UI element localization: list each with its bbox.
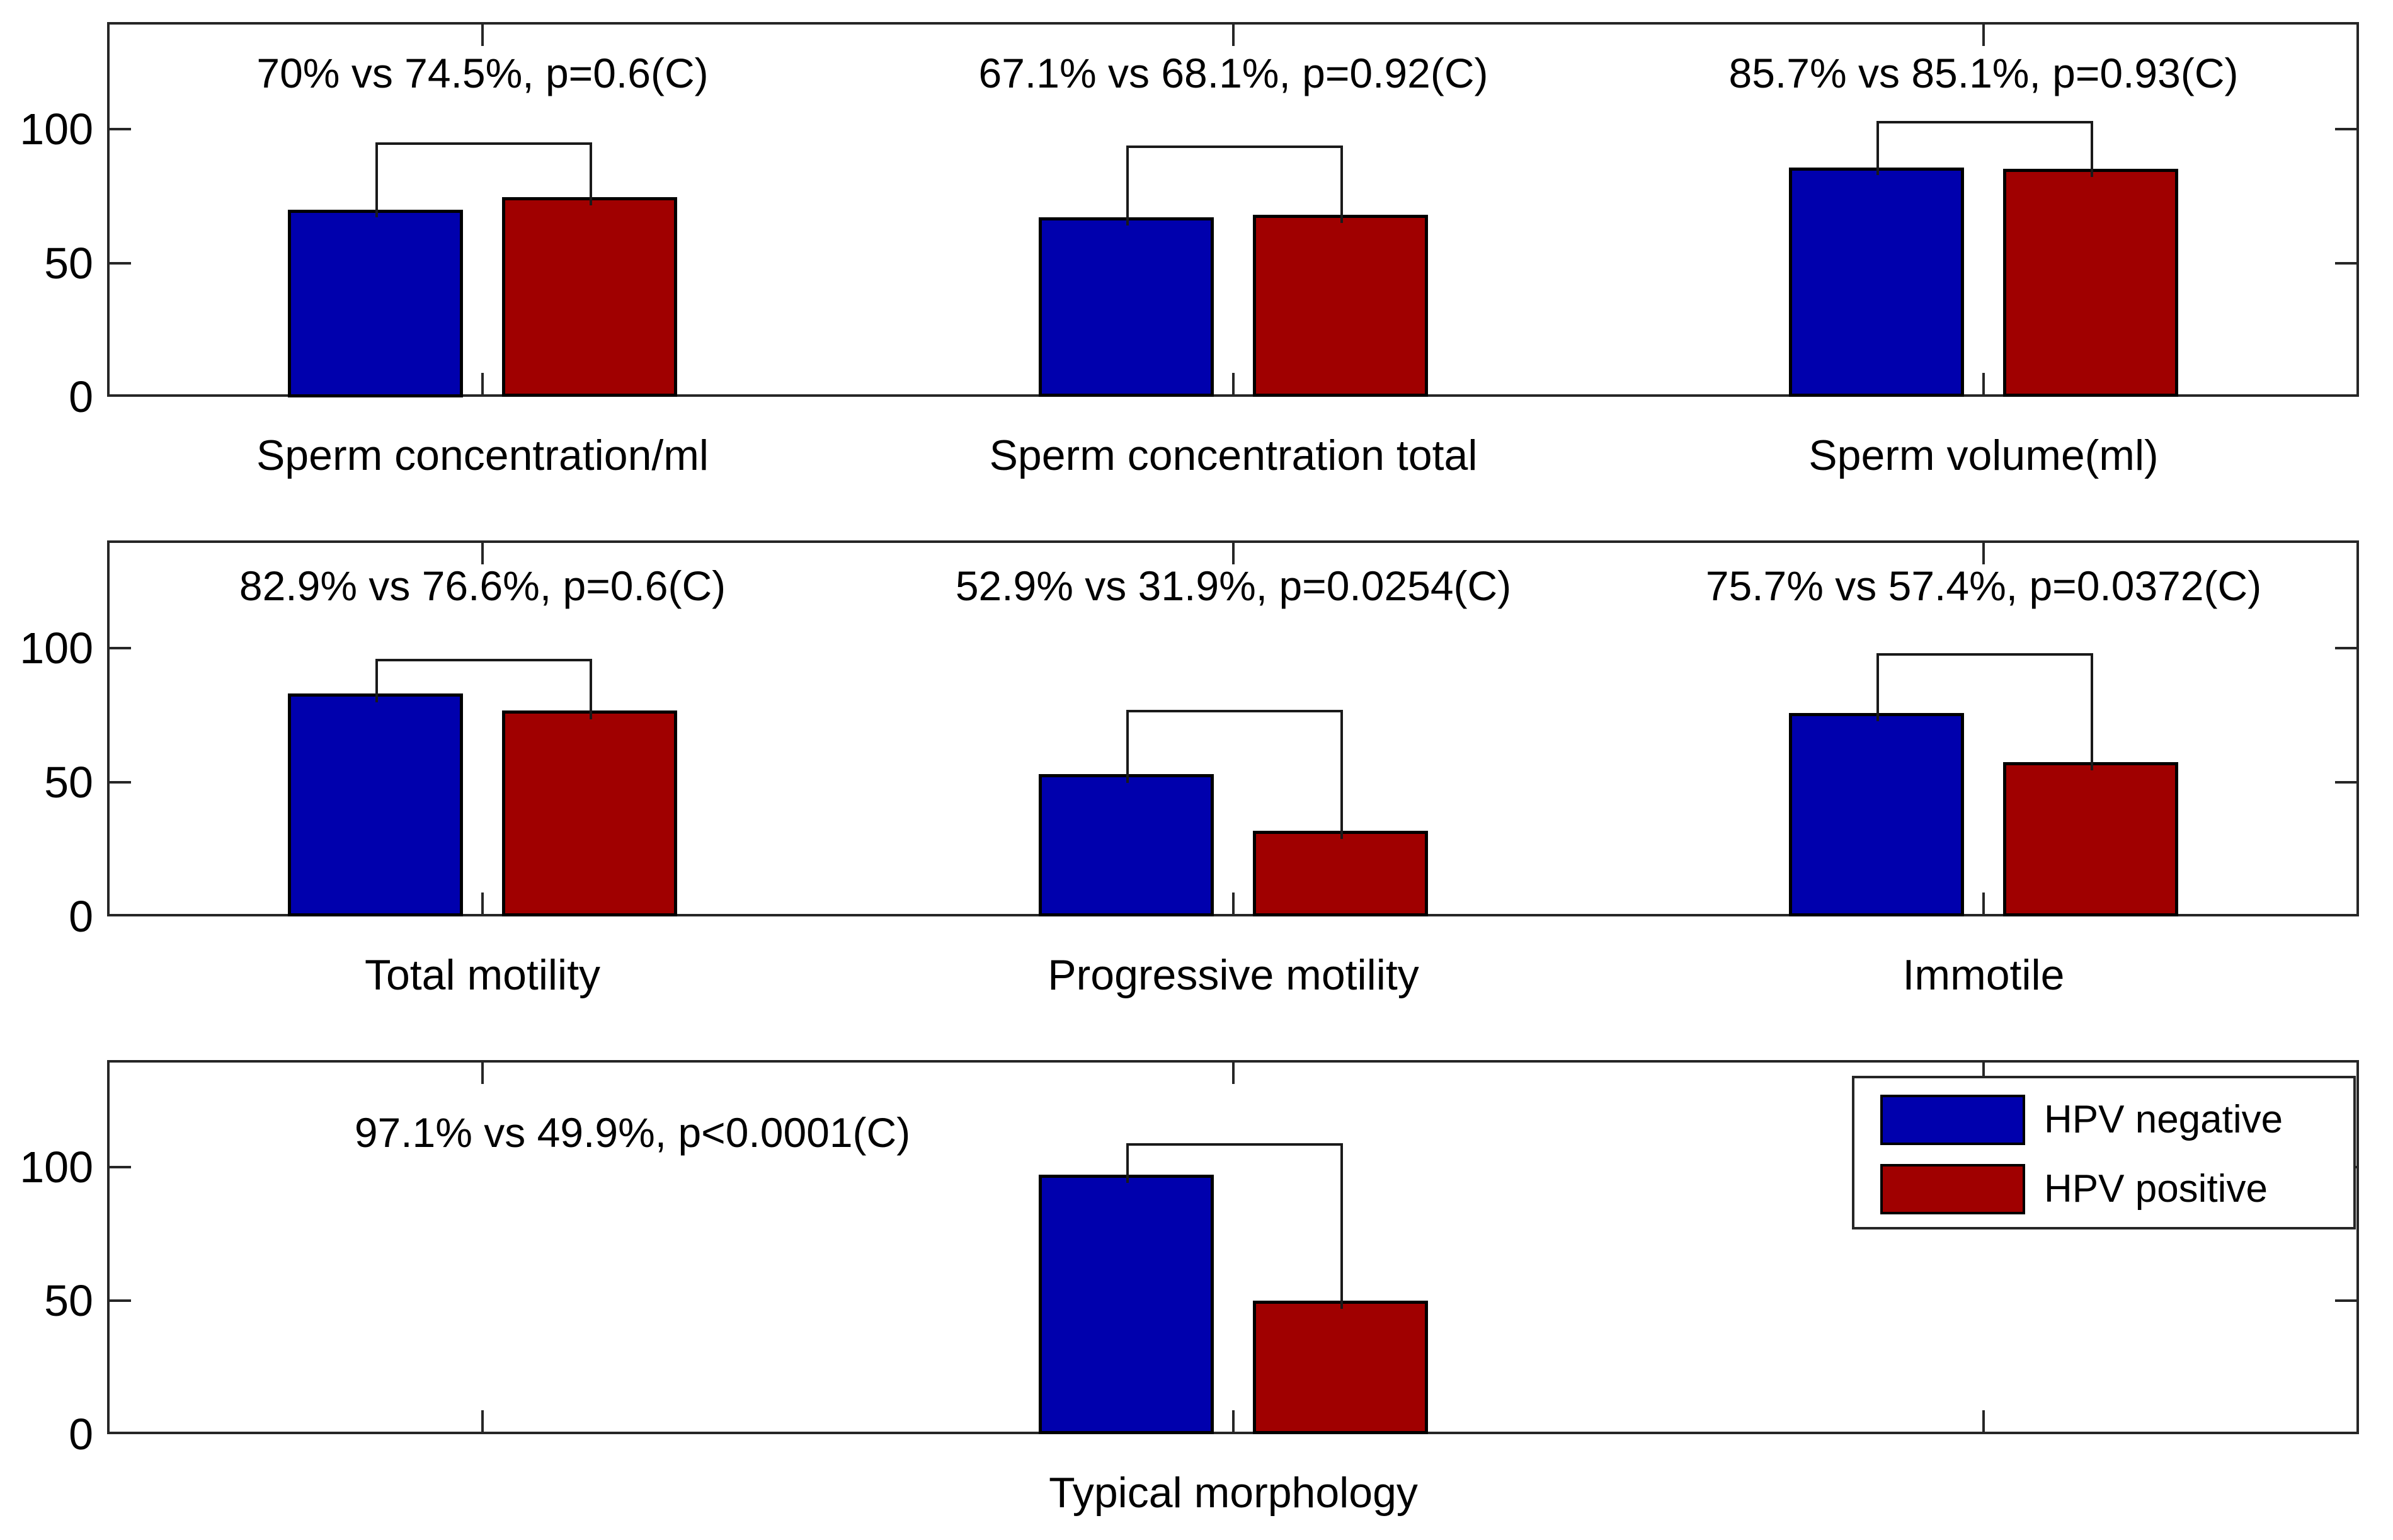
bar-hpv-positive [502,710,677,916]
legend-label: HPV positive [2044,1167,2268,1211]
significance-bracket-drop-right [1340,1143,1343,1309]
significance-bracket-drop-left [1126,710,1129,783]
y-tick-left [107,1299,131,1302]
x-tick-top [1982,1060,1985,1084]
x-tick-bottom [481,893,484,916]
y-tick-left [107,647,131,649]
y-tick-label: 100 [20,624,93,673]
comparison-annotation: 85.7% vs 85.1%, p=0.93(C) [1728,50,2239,96]
x-tick-bottom [1232,1410,1235,1434]
bar-hpv-positive [2003,169,2178,397]
y-tick-right [2335,781,2359,784]
significance-bracket-drop-left [1876,653,1879,721]
bar-hpv-positive [502,197,677,397]
x-tick-top [481,22,484,46]
x-tick-top [1232,22,1235,46]
legend-swatch-hpv-positive [1880,1164,2025,1214]
significance-bracket-drop-right [1340,710,1343,839]
comparison-annotation: 97.1% vs 49.9%, p<0.0001(C) [354,1109,911,1156]
x-category-label: Sperm concentration total [989,431,1478,479]
x-tick-bottom [481,373,484,397]
y-tick-right [2335,647,2359,649]
y-tick-label: 100 [20,105,93,154]
x-category-label: Sperm concentration/ml [256,431,709,479]
bar-hpv-negative [1039,217,1214,397]
x-tick-bottom [481,1410,484,1434]
y-tick-right [2335,128,2359,130]
x-tick-bottom [1232,893,1235,916]
x-tick-bottom [1982,1410,1985,1434]
y-tick-right [2335,262,2359,265]
bar-hpv-positive [2003,762,2178,916]
bar-hpv-negative [288,210,463,397]
bar-hpv-negative [1789,168,1964,397]
x-tick-top [1232,540,1235,564]
y-tick-label: 50 [44,758,93,807]
significance-bracket-drop-left [1876,121,1879,175]
x-tick-top [481,1060,484,1084]
significance-bracket-drop-left [375,142,378,217]
bar-hpv-negative [1789,713,1964,916]
legend-label: HPV negative [2044,1098,2283,1141]
x-tick-bottom [1232,373,1235,397]
bar-hpv-negative [288,693,463,916]
x-category-label: Progressive motility [1048,951,1419,999]
comparison-annotation: 75.7% vs 57.4%, p=0.0372(C) [1705,562,2262,609]
significance-bracket-drop-right [2091,121,2093,177]
significance-bracket-drop-left [1126,1143,1129,1183]
y-tick-left [107,262,131,265]
x-tick-top [1982,540,1985,564]
bar-hpv-positive [1253,1301,1428,1434]
x-tick-bottom [1982,373,1985,397]
bar-hpv-positive [1253,215,1428,397]
significance-bracket-drop-right [590,659,592,719]
y-tick-label: 0 [69,372,93,421]
significance-bracket-drop-right [590,142,592,205]
y-tick-left [107,1166,131,1168]
y-tick-left [107,128,131,130]
comparison-annotation: 82.9% vs 76.6%, p=0.6(C) [239,562,726,609]
significance-bracket-top [375,142,592,145]
bar-hpv-negative [1039,1175,1214,1434]
y-tick-label: 100 [20,1143,93,1192]
significance-bracket-top [1876,121,2093,123]
comparison-annotation: 52.9% vs 31.9%, p=0.0254(C) [955,562,1512,609]
significance-bracket-drop-right [1340,145,1343,223]
x-category-label: Immotile [1902,951,2065,999]
x-category-label: Sperm volume(ml) [1808,431,2159,479]
y-tick-label: 50 [44,1276,93,1325]
x-tick-top [1982,22,1985,46]
y-tick-label: 50 [44,239,93,288]
y-tick-left [107,781,131,784]
bar-hpv-positive [1253,831,1428,916]
x-category-label: Total motility [364,951,601,999]
significance-bracket-top [1876,653,2093,656]
significance-bracket-drop-right [2091,653,2093,770]
y-tick-label: 0 [69,892,93,941]
comparison-annotation: 67.1% vs 68.1%, p=0.92(C) [978,50,1488,96]
significance-bracket-top [1126,1143,1343,1146]
y-tick-label: 0 [69,1410,93,1459]
y-tick-right [2335,1299,2359,1302]
significance-bracket-top [375,659,592,661]
x-tick-top [481,540,484,564]
x-tick-top [1232,1060,1235,1084]
significance-bracket-top [1126,710,1343,712]
significance-bracket-drop-left [375,659,378,702]
significance-bracket-top [1126,145,1343,148]
bar-hpv-negative [1039,774,1214,916]
significance-bracket-drop-left [1126,145,1129,225]
x-tick-bottom [1982,893,1985,916]
x-category-label: Typical morphology [1049,1469,1418,1517]
comparison-annotation: 70% vs 74.5%, p=0.6(C) [256,50,709,96]
legend-swatch-hpv-negative [1880,1095,2025,1145]
